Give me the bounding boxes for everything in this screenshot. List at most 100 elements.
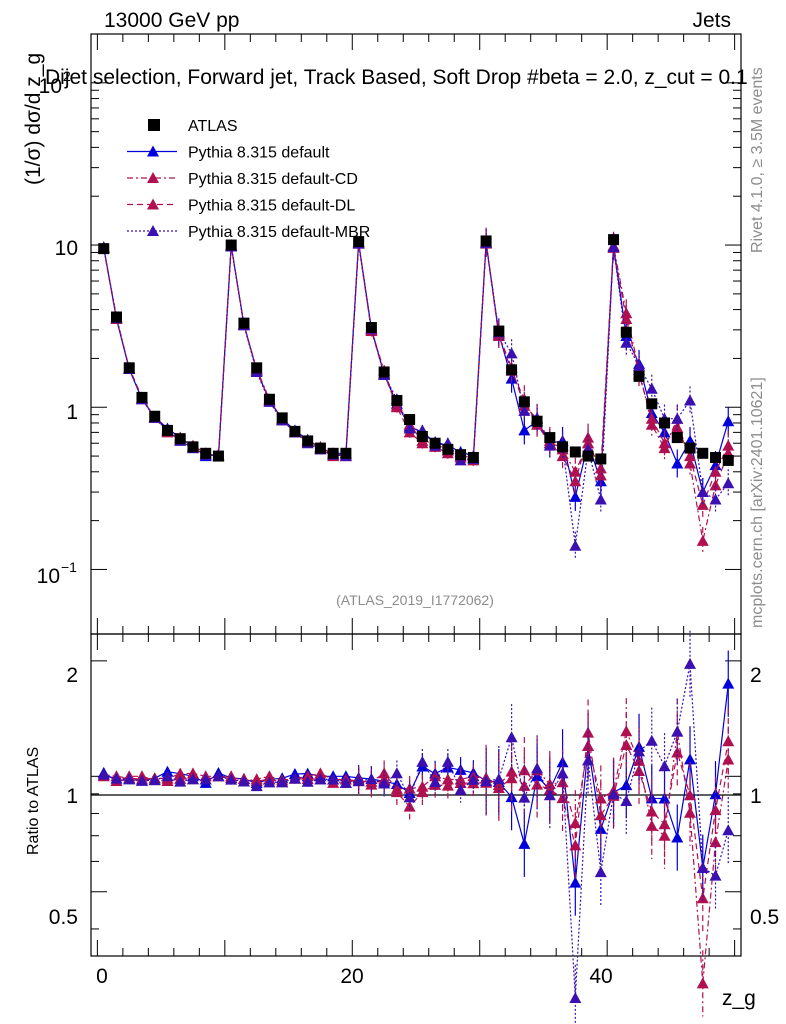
data-point	[645, 382, 658, 394]
ratio-tick-label-1-right: 1	[750, 785, 762, 808]
atlas-point	[633, 370, 645, 382]
ratio-point	[314, 773, 327, 785]
y-axis-main-ticks: 10 1 10 −1 10 2	[37, 68, 78, 588]
atlas-point	[467, 451, 479, 463]
ratio-point	[263, 776, 276, 788]
ratio-point	[594, 822, 607, 834]
atlas-point	[365, 322, 377, 334]
data-point	[403, 422, 416, 434]
ratio-point	[148, 774, 161, 786]
ratio-point	[569, 876, 582, 888]
atlas-point	[238, 317, 250, 329]
ratio-point	[518, 791, 531, 803]
ratio-point	[505, 772, 518, 784]
y-axis-main-title: (1/σ) dσ/d z_g	[22, 53, 45, 185]
x-tick-label-0: 0	[96, 965, 108, 988]
ratio-point	[288, 772, 301, 784]
ratio-point	[722, 824, 735, 836]
ratio-tick-label-0p5: 0.5	[49, 906, 78, 929]
atlas-point	[314, 442, 326, 454]
ratio-point	[569, 992, 582, 1004]
atlas-point	[544, 432, 556, 444]
ratio-point	[429, 775, 442, 787]
atlas-point	[722, 454, 734, 466]
ratio-point	[696, 861, 709, 873]
ratio-point	[390, 767, 403, 779]
legend-marker	[147, 198, 159, 210]
series-line	[103, 242, 729, 546]
ratio-point	[492, 773, 505, 785]
ratio-line	[103, 732, 729, 899]
ratio-point	[135, 774, 148, 786]
ratio-point	[403, 791, 416, 803]
data-point	[709, 459, 722, 471]
atlas-point	[200, 447, 212, 459]
atlas-point	[289, 425, 301, 437]
x-tick-label-40: 40	[589, 965, 612, 988]
ratio-point	[276, 776, 289, 788]
atlas-point	[302, 435, 314, 447]
data-point	[684, 450, 697, 462]
atlas-point	[263, 393, 275, 405]
atlas-point	[98, 243, 110, 255]
legend-marker	[148, 119, 160, 131]
data-point	[594, 469, 607, 481]
atlas-point	[225, 239, 237, 251]
ratio-point	[237, 775, 250, 787]
y-tick-label-0p1-exp: −1	[61, 559, 77, 575]
atlas-point	[251, 362, 263, 374]
atlas-point	[493, 325, 505, 337]
series-2-main	[97, 227, 735, 555]
y-tick-label-10: 10	[55, 237, 78, 260]
legend-entry: Pythia 8.315 default-DL	[127, 198, 355, 215]
ratio-point	[301, 775, 314, 787]
ratio-point	[671, 831, 684, 843]
atlas-point	[659, 417, 671, 429]
data-point	[543, 439, 556, 451]
ratio-point	[709, 869, 722, 881]
data-point	[594, 493, 607, 505]
data-point	[684, 394, 697, 406]
legend-label: ATLAS	[188, 118, 238, 135]
ratio-point	[620, 795, 633, 807]
legend-entry: ATLAS	[148, 118, 238, 135]
atlas-point	[569, 446, 581, 458]
ratio-point	[441, 779, 454, 791]
ratio-point	[633, 745, 646, 757]
data-point	[709, 479, 722, 491]
data-point	[645, 418, 658, 430]
y-tick-label-100: 10	[39, 75, 62, 98]
data-point	[390, 401, 403, 413]
atlas-point	[684, 442, 696, 454]
atlas-point	[404, 414, 416, 426]
ratio-point	[161, 770, 174, 782]
ratio-point	[505, 731, 518, 743]
atlas-point	[391, 395, 403, 407]
ratio-point	[454, 783, 467, 795]
ratio-point	[722, 735, 735, 747]
ratio-tick-label-2-right: 2	[750, 664, 762, 687]
atlas-point	[187, 441, 199, 453]
data-point	[671, 421, 684, 433]
ratio-point	[480, 775, 493, 787]
ratio-point	[314, 767, 327, 779]
ratio-point	[518, 837, 531, 849]
data-point	[696, 486, 709, 498]
data-point	[582, 437, 595, 449]
atlas-point	[646, 398, 658, 410]
data-point	[620, 336, 633, 348]
x-tick-label-20: 20	[340, 965, 363, 988]
data-point	[620, 312, 633, 324]
legend-marker	[147, 172, 159, 183]
data-point	[633, 359, 646, 371]
ratio-point	[441, 773, 454, 785]
atlas-point	[353, 236, 365, 248]
atlas-point	[671, 432, 683, 444]
rivet-label: Rivet 4.1.0, ≥ 3.5M events	[749, 67, 766, 253]
category-label: Jets	[692, 9, 731, 32]
ratio-point	[594, 809, 607, 821]
ratio-point	[696, 977, 709, 989]
data-point	[620, 307, 633, 319]
atlas-point	[429, 437, 441, 449]
